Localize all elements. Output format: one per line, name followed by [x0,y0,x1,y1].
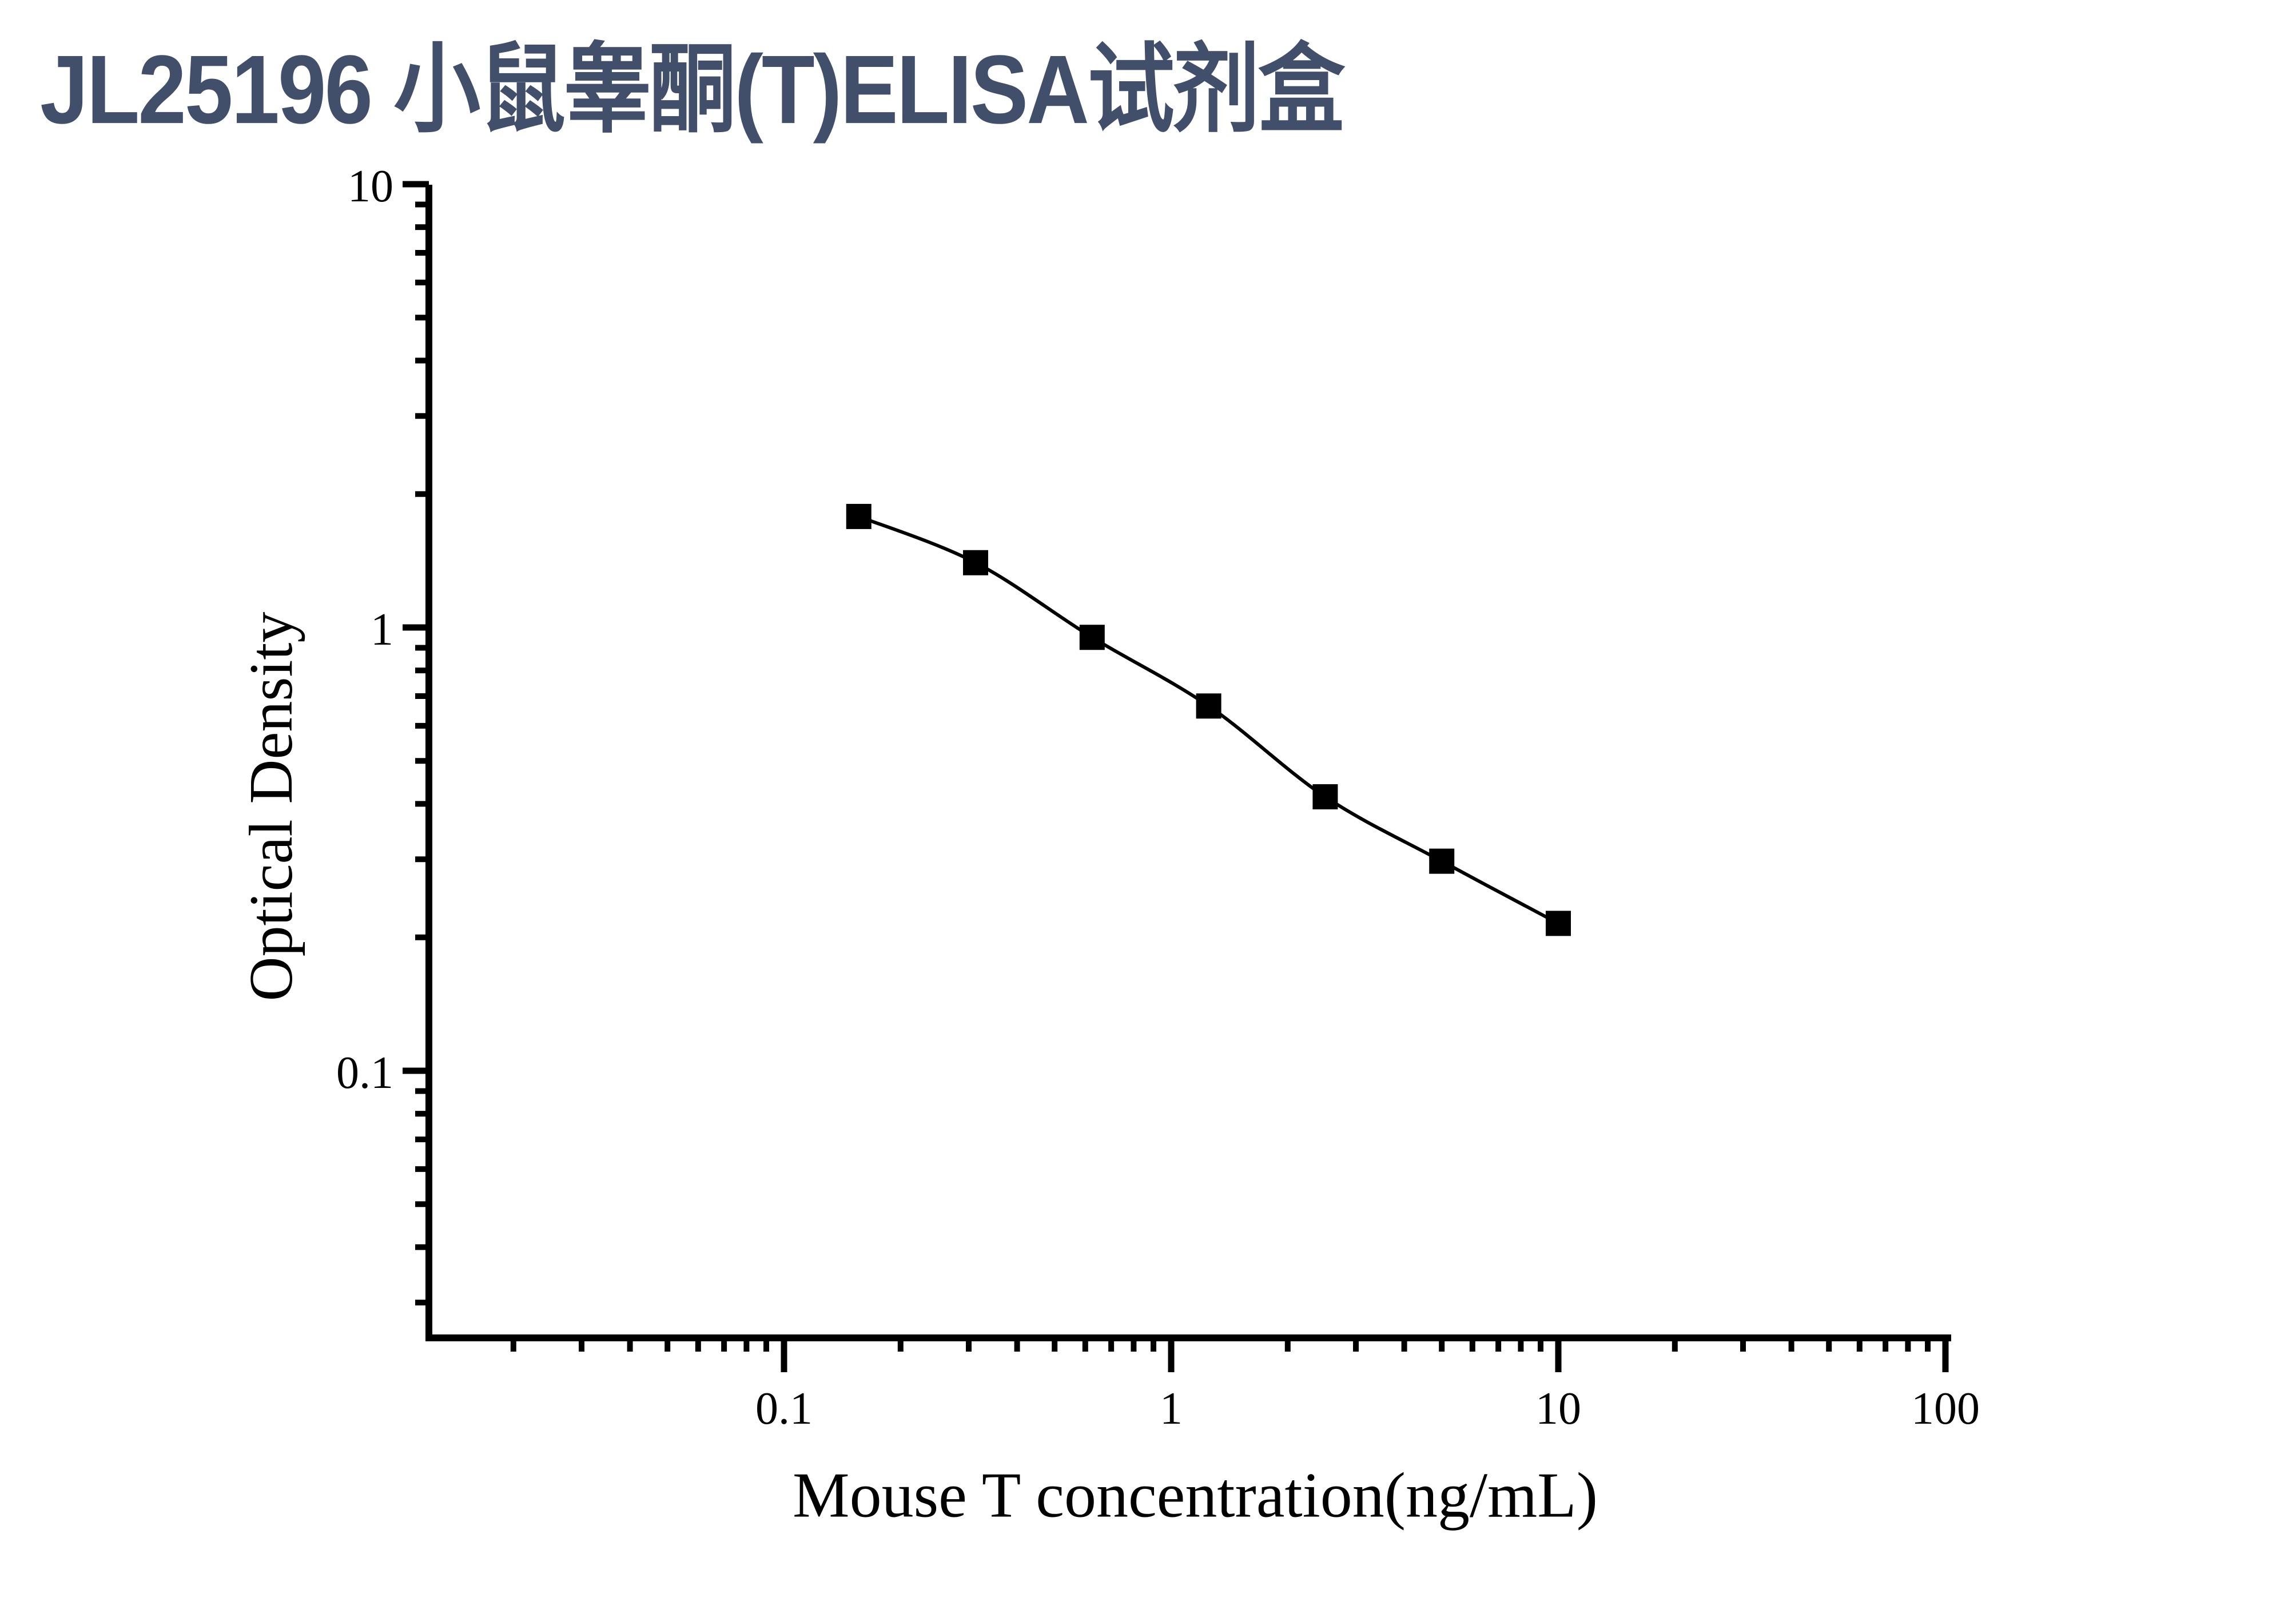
x-tick-label: 0.1 [755,1384,813,1434]
y-tick-label: 1 [371,605,393,655]
y-axis-label: Optical Density [237,611,305,1002]
x-tick-label: 10 [1535,1384,1581,1434]
data-point-marker [1546,911,1571,936]
data-point-marker [1429,848,1455,874]
figure-title: JL25196 小鼠睾酮(T)ELISA试剂盒 [40,35,1345,145]
x-tick-label: 1 [1160,1384,1183,1434]
data-point-marker [846,503,872,529]
data-point-marker [963,550,989,575]
y-tick-label: 10 [348,161,393,212]
x-axis-label: Mouse T concentration(ng/mL) [793,1460,1598,1531]
data-point-marker [1079,625,1105,650]
x-tick-label: 100 [1911,1384,1980,1434]
y-tick-label: 0.1 [336,1048,393,1098]
data-point-marker [1312,784,1338,810]
axis-spines [425,185,1951,1341]
data-point-marker [1196,693,1221,719]
